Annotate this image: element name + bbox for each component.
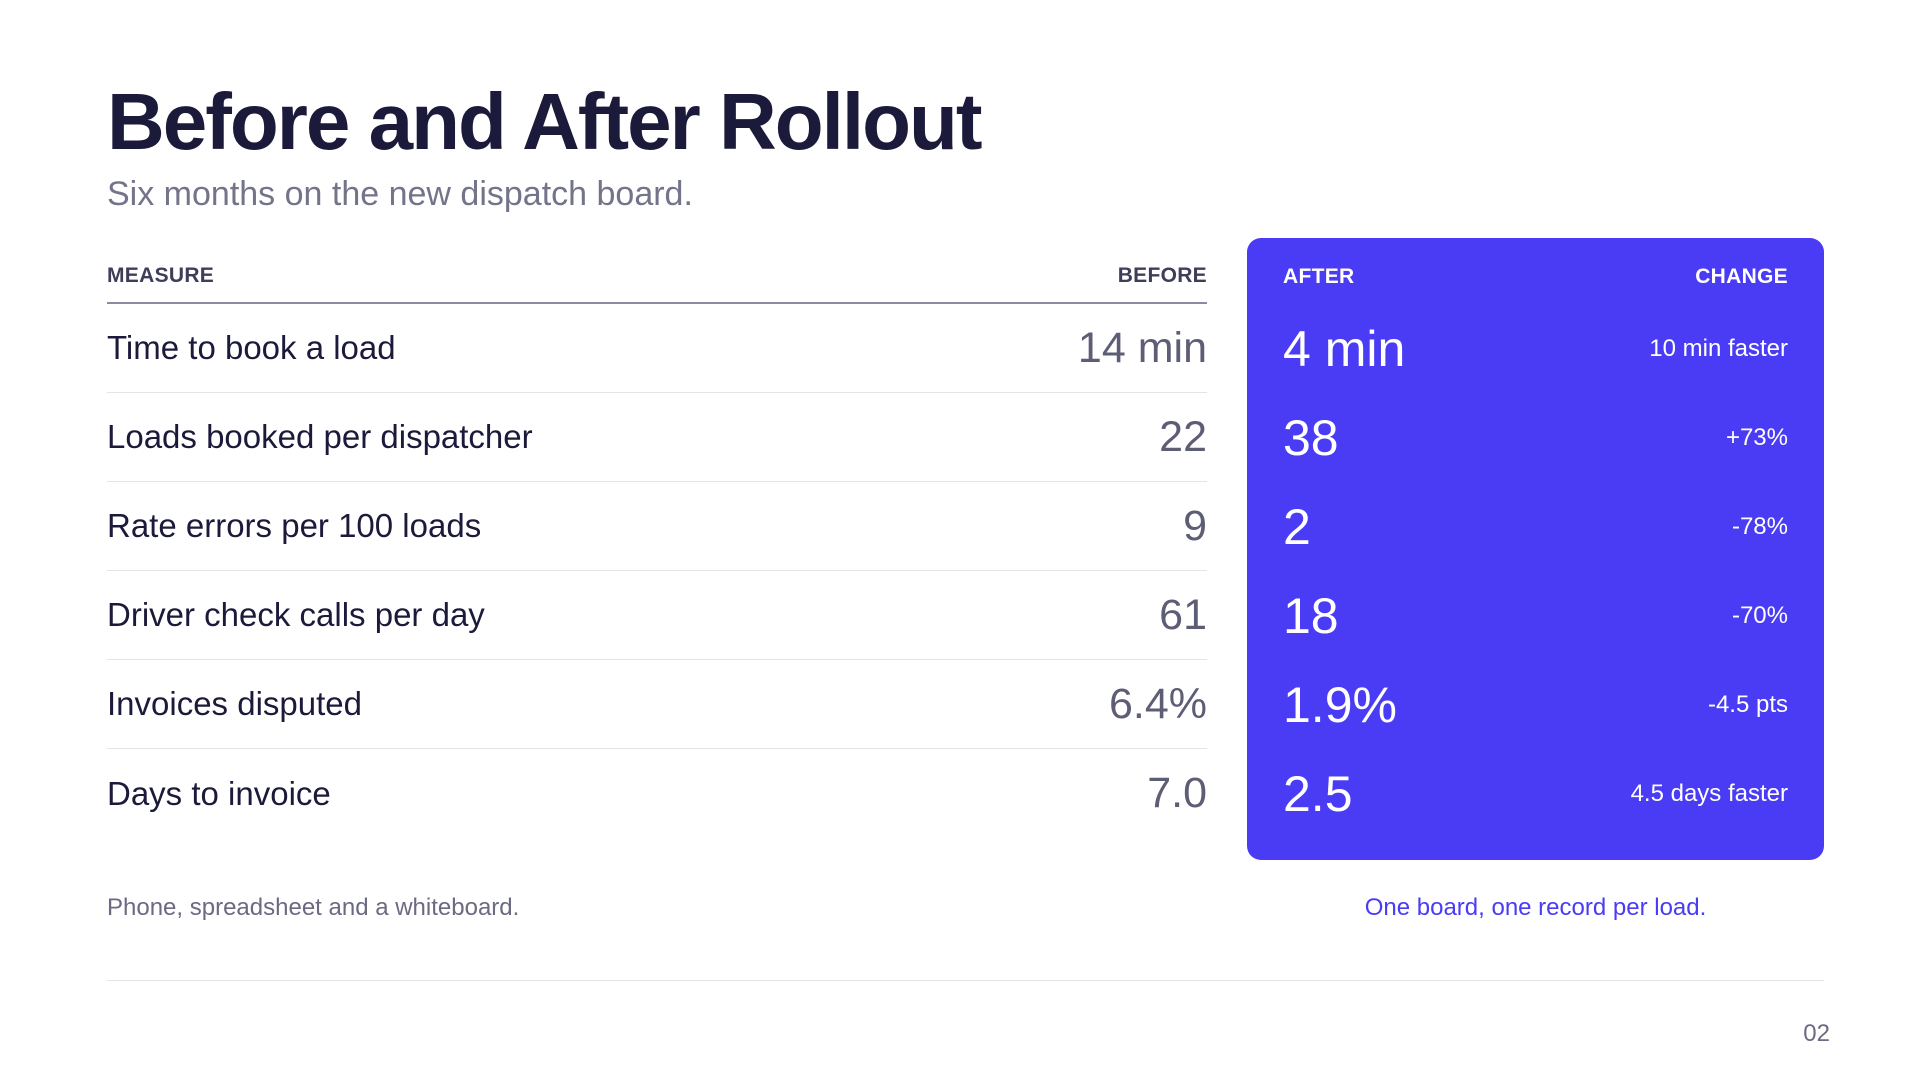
before-value: 9 [1183,501,1207,550]
before-note: Phone, spreadsheet and a whiteboard. [107,894,520,921]
after-row: 2.5 4.5 days faster [1283,749,1788,838]
table-row: Invoices disputed 6.4% [107,660,1207,749]
measure-label: Rate errors per 100 loads [107,507,482,544]
after-row: 4 min 10 min faster [1283,304,1788,393]
page-number: 02 [1803,1020,1830,1047]
change-value: +73% [1725,423,1788,451]
change-value: 4.5 days faster [1630,779,1788,807]
table-row: Time to book a load 14 min [107,304,1207,393]
before-value: 7.0 [1147,769,1207,817]
after-value: 4 min [1283,320,1406,377]
after-value: 1.9% [1283,676,1397,733]
after-row: 18 -70% [1283,571,1788,660]
page-title: Before and After Rollout [107,77,982,166]
change-value: -4.5 pts [1707,690,1788,718]
after-panel: AFTER CHANGE 4 min 10 min faster 38 +73%… [1247,238,1824,860]
after-value: 2 [1283,498,1311,555]
after-value: 38 [1283,409,1339,466]
table-row: Days to invoice 7.0 [107,749,1207,838]
before-table-header: MEASURE BEFORE [107,258,1207,304]
before-table: MEASURE BEFORE Time to book a load 14 mi… [107,258,1207,838]
measure-label: Invoices disputed [107,685,362,722]
after-column-header: AFTER [1283,265,1355,288]
measure-label: Days to invoice [107,774,331,812]
after-row: 2 -78% [1283,482,1788,571]
after-row: 1.9% -4.5 pts [1283,660,1788,749]
after-note: One board, one record per load. [1364,894,1707,921]
before-value: 61 [1159,590,1207,639]
before-value: 14 min [1077,323,1207,372]
measure-label: Driver check calls per day [107,596,485,633]
change-column-header: CHANGE [1695,265,1788,288]
table-row: Rate errors per 100 loads 9 [107,482,1207,571]
after-row: 38 +73% [1283,393,1788,482]
before-value: 6.4% [1108,679,1207,728]
after-value: 18 [1283,587,1339,644]
page-subtitle: Six months on the new dispatch board. [107,175,693,213]
change-value: -78% [1731,512,1788,540]
after-panel-header: AFTER CHANGE [1283,258,1788,304]
after-value: 2.5 [1283,765,1353,822]
measure-label: Loads booked per dispatcher [107,418,533,455]
change-value: -70% [1731,601,1788,629]
change-value: 10 min faster [1649,334,1788,362]
before-column-header: BEFORE [1117,264,1207,287]
measure-column-header: MEASURE [107,264,215,287]
before-value: 22 [1159,412,1207,461]
table-row: Loads booked per dispatcher 22 [107,393,1207,482]
measure-label: Time to book a load [107,329,396,366]
footer-divider [107,980,1824,981]
table-row: Driver check calls per day 61 [107,571,1207,660]
